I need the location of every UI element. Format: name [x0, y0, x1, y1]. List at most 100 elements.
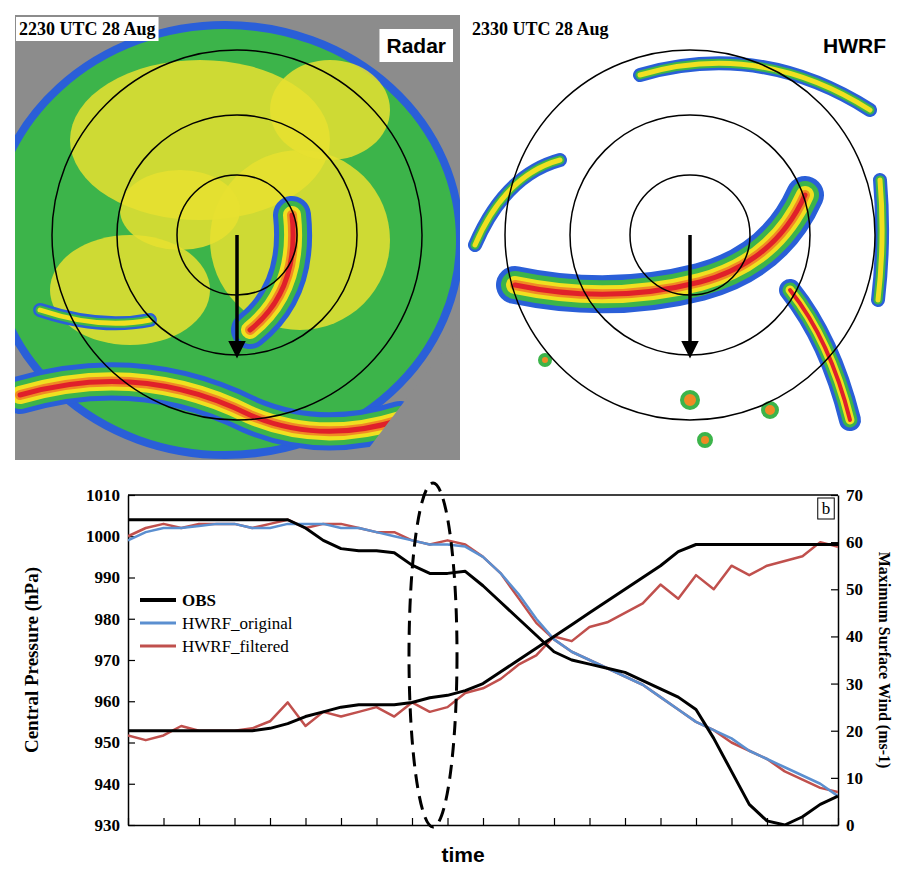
reflectivity-band: [20, 381, 400, 431]
tick-mark: [831, 589, 838, 590]
label-background: [379, 29, 453, 62]
tick-label: 980: [95, 610, 121, 629]
tick-mark: [128, 495, 135, 496]
reflectivity-band: [790, 290, 850, 420]
tick-label: 0: [846, 816, 855, 835]
tick-mark: [128, 784, 135, 785]
tick: 990: [95, 568, 136, 587]
tick-mark: [412, 818, 413, 825]
tick: [732, 818, 733, 825]
tick: 60: [831, 533, 863, 552]
reflectivity-band: [40, 310, 150, 323]
reflectivity-band: [475, 160, 560, 245]
tick: 1000: [86, 527, 135, 546]
tick: 980: [95, 610, 136, 629]
tick: [235, 818, 236, 825]
range-ring: [570, 115, 810, 355]
tick: [199, 818, 200, 825]
tick-mark: [831, 636, 838, 637]
panel-time: 2230 UTC 28 Aug: [19, 19, 156, 39]
panel-time: 2330 UTC 28 Aug: [472, 19, 609, 39]
tick-label: 20: [846, 722, 863, 741]
tick: [483, 818, 484, 825]
image-panel: [15, 15, 460, 460]
reflectivity-band: [250, 215, 293, 330]
reflectivity-band: [515, 195, 805, 294]
tick: 1010: [86, 486, 135, 505]
legend-label: HWRF_original: [182, 614, 293, 633]
tick-mark: [376, 818, 377, 825]
tick-label: 60: [846, 533, 863, 552]
tick-label: 950: [95, 733, 121, 752]
series-line: [128, 520, 838, 792]
tick: [661, 818, 662, 825]
tick: [270, 818, 271, 825]
reflectivity-band: [640, 63, 870, 110]
tick-mark: [128, 701, 135, 702]
label-background: [16, 17, 159, 41]
tick-mark: [802, 818, 803, 825]
tick: 970: [95, 651, 136, 670]
legend-label: OBS: [182, 591, 216, 610]
reflectivity-band: [475, 160, 560, 245]
echo-cell: [699, 434, 711, 446]
legend-label: HWRF_filtered: [182, 637, 289, 656]
reflectivity-band: [515, 195, 805, 294]
tick-label: 960: [95, 692, 121, 711]
echo-area: [15, 25, 460, 455]
tick: [377, 818, 378, 825]
reflectivity-band: [40, 310, 150, 323]
tick: [554, 818, 555, 825]
tick: [519, 818, 520, 825]
tick-label: 10: [846, 769, 863, 788]
plot-area: [128, 520, 838, 825]
tick-mark: [518, 818, 519, 825]
reflectivity-band: [20, 381, 400, 431]
plot-frame: [128, 494, 838, 496]
tick: 20: [831, 722, 863, 741]
reflectivity-band: [515, 195, 805, 294]
tick-mark: [483, 818, 484, 825]
tick: 930: [95, 816, 136, 835]
reflectivity-band: [790, 290, 850, 420]
tick-mark: [163, 818, 164, 825]
tick-mark: [128, 619, 135, 620]
range-ring: [117, 115, 357, 355]
tick-mark: [128, 577, 135, 578]
reflectivity-band: [515, 195, 805, 294]
x-axis-title: time: [441, 843, 484, 866]
tick-label: 930: [95, 816, 121, 835]
y2-axis: 010203040506070: [831, 486, 863, 835]
legend-swatch: [140, 645, 176, 648]
legend-swatch: [140, 622, 176, 625]
tick-label: 40: [846, 627, 863, 646]
panel-label: HWRF: [823, 34, 886, 57]
tick-mark: [128, 660, 135, 661]
panel-background: [468, 15, 900, 460]
y2-axis-title: Maximum Surface Wind (ms-1): [875, 552, 893, 769]
echo-cell: [763, 403, 777, 417]
tick: 10: [831, 769, 863, 788]
echo-area: [120, 170, 240, 250]
legend-swatch: [140, 598, 176, 602]
tick-mark: [831, 495, 838, 496]
tick: [412, 818, 413, 825]
tick-label: 990: [95, 568, 121, 587]
reflectivity-band: [878, 180, 882, 300]
tick-mark: [696, 818, 697, 825]
tick: 40: [831, 627, 863, 646]
tick: [625, 818, 626, 825]
reflectivity-band: [475, 160, 560, 245]
tick: 50: [831, 580, 863, 599]
reflectivity-band: [250, 215, 293, 330]
series-line: [128, 524, 838, 796]
tick: [306, 818, 307, 825]
panel-letter: b: [822, 499, 831, 518]
reflectivity-band: [640, 63, 870, 110]
tick-label: 1000: [86, 527, 120, 546]
panel-label: Radar: [386, 34, 446, 57]
series-line: [128, 542, 838, 740]
reflectivity-band: [20, 381, 400, 431]
direction-arrow: [235, 235, 239, 355]
tick-label: 50: [846, 580, 863, 599]
